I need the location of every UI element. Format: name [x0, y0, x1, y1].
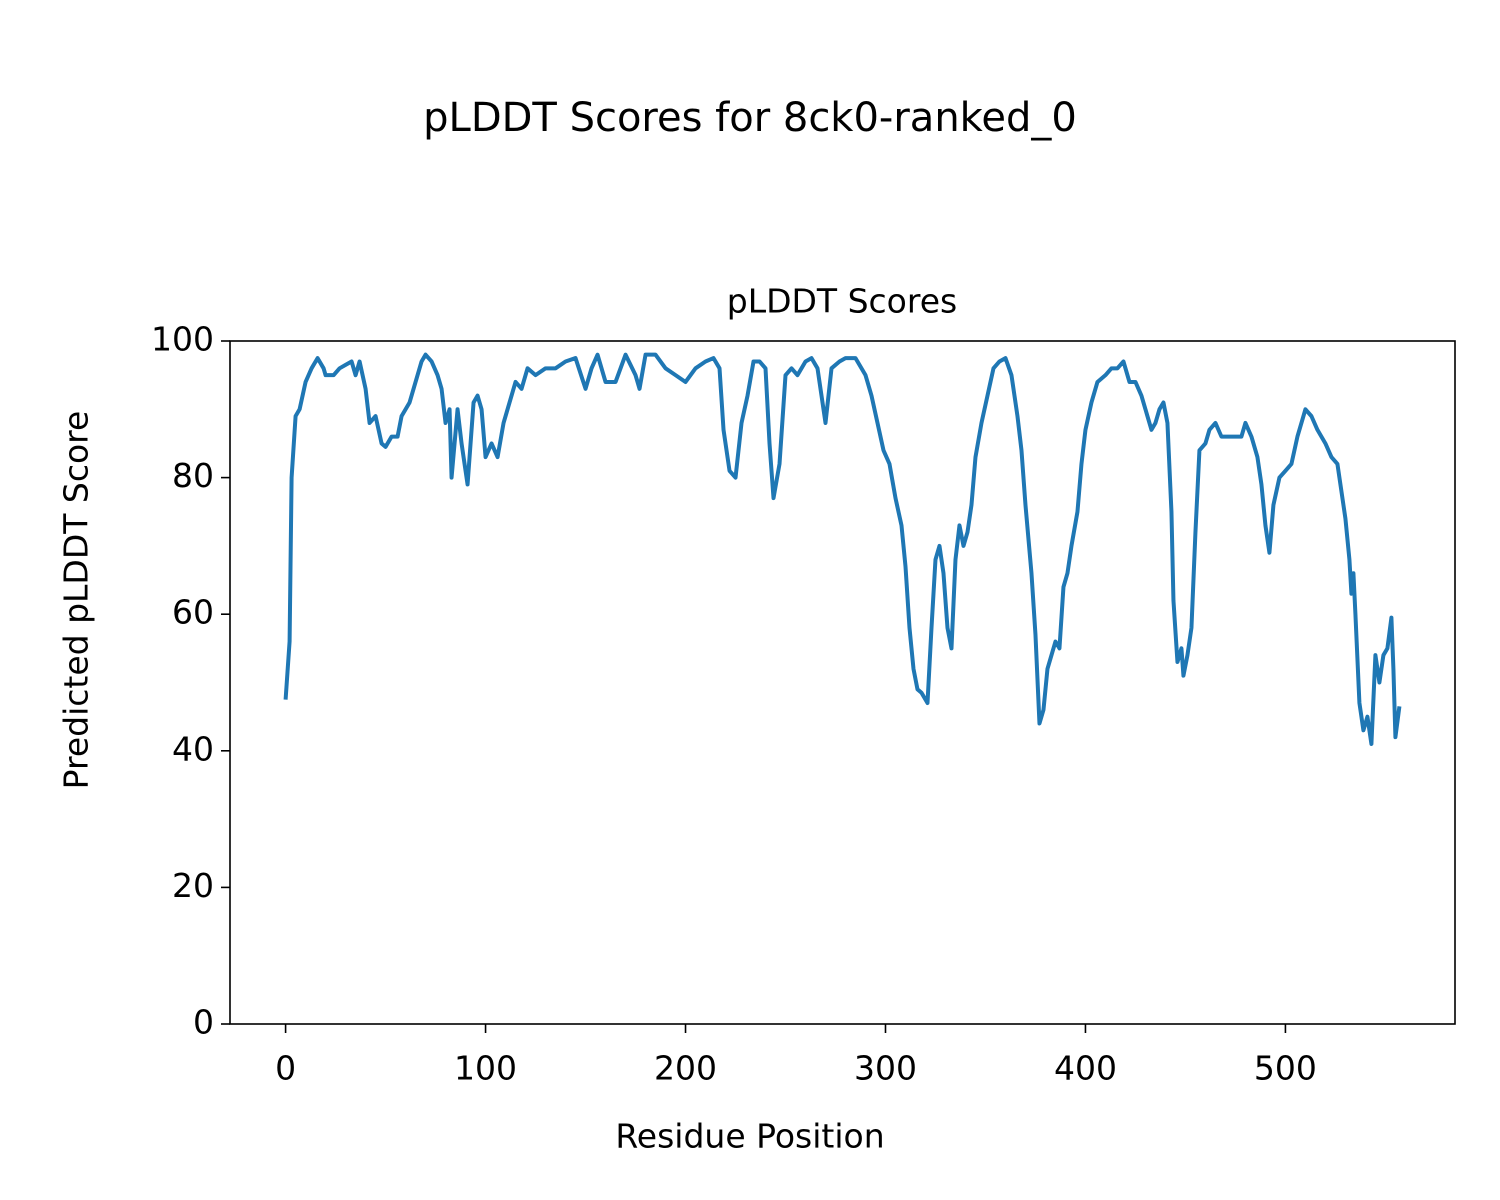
y-axis-label: Predicted pLDDT Score	[57, 411, 96, 790]
y-tick-label: 0	[193, 1003, 214, 1042]
x-tick-label: 500	[1254, 1049, 1317, 1088]
y-tick-label: 20	[172, 866, 214, 905]
x-tick-label: 400	[1054, 1049, 1117, 1088]
y-tick-label: 60	[172, 593, 214, 632]
plot-frame	[229, 340, 1456, 1025]
x-tick-label: 200	[654, 1049, 717, 1088]
axes-title: pLDDT Scores	[727, 282, 957, 321]
x-tick-label: 300	[854, 1049, 917, 1088]
y-tick-label: 100	[151, 320, 214, 359]
x-axis-label: Residue Position	[615, 1117, 884, 1156]
data-line	[283, 352, 1402, 746]
x-tick-label: 0	[275, 1049, 296, 1088]
chart-title: pLDDT Scores for 8ck0-ranked_0	[423, 95, 1077, 141]
y-tick-label: 80	[172, 456, 214, 495]
y-tick-label: 40	[172, 729, 214, 768]
x-tick-label: 100	[454, 1049, 517, 1088]
